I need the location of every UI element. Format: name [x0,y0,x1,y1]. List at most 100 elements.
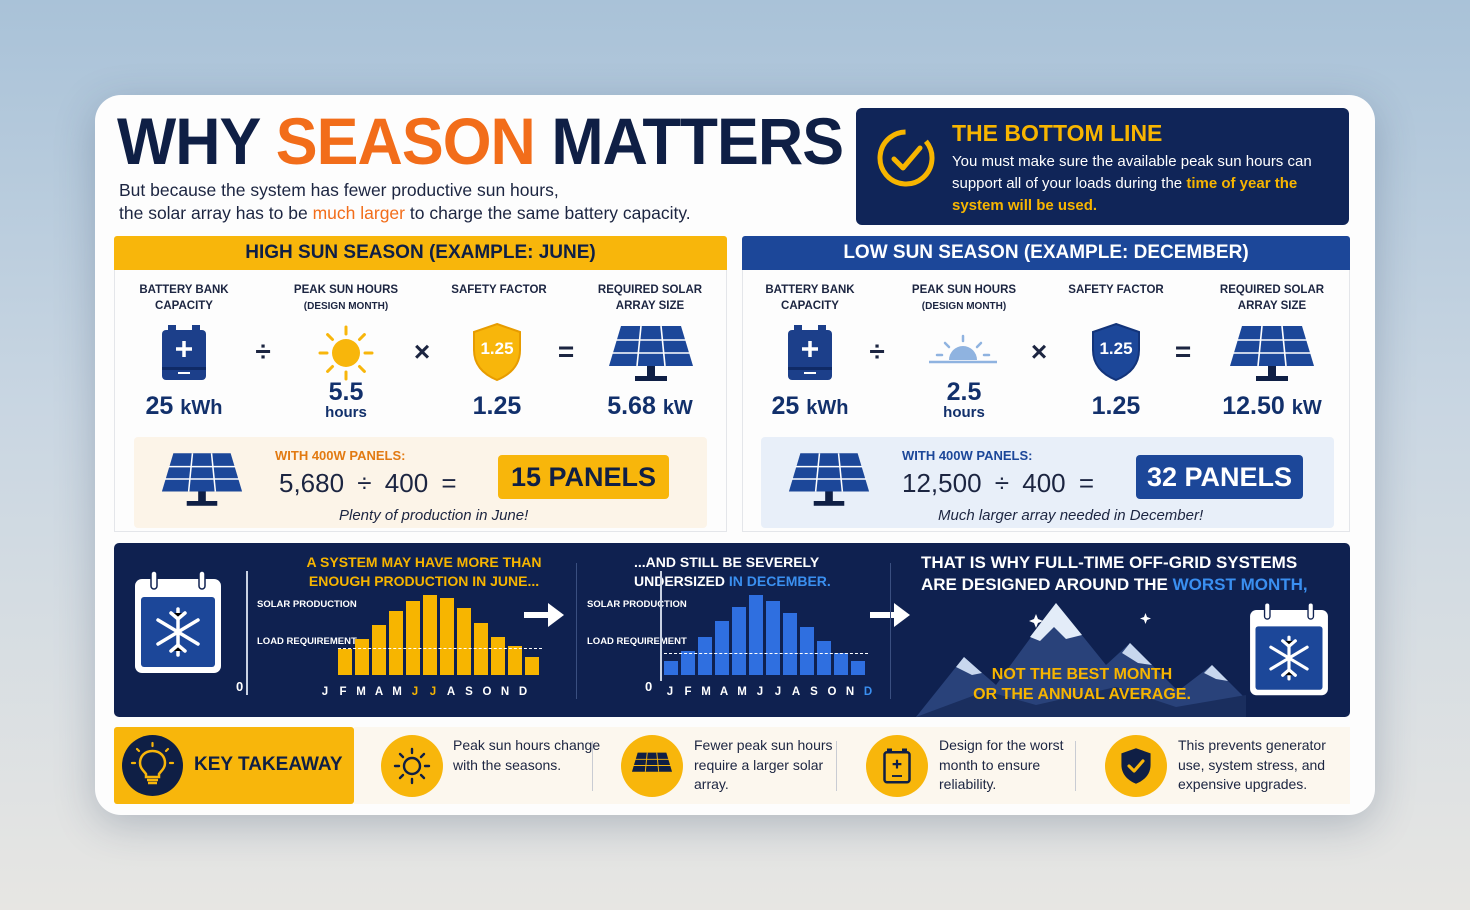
high-season-header: HIGH SUN SEASON (EXAMPLE: JUNE) [114,236,727,270]
chart2-zero: 0 [645,679,653,694]
month-tick-label: M [737,686,747,698]
seasonal-comparison-band: A SYSTEM MAY HAVE MORE THAN ENOUGH PRODU… [114,543,1350,717]
mountain-line1: NOT THE BEST MONTH [991,666,1173,683]
month-tick-label: J [756,686,764,698]
chart-bar [440,598,454,675]
tip-text-1: Peak sun hours change with the seasons. [453,737,601,773]
month-tick-label: M [392,686,402,698]
high-season-body: BATTERY BANK CAPACITY PEAK SUN HOURS (DE… [114,270,727,532]
title-highlight: SEASON [275,104,536,178]
band-mid-line2-highlight: IN DECEMBER. [728,573,831,589]
calendar-snowflake-icon [135,570,221,673]
title-part2: MATTERS [551,104,844,178]
december-production-chart [664,595,868,675]
chart-bar [474,623,488,675]
low-sun-icon [929,334,997,364]
battery-value-unit: kWh [180,397,223,419]
chart-bar [800,627,814,675]
multiply-operator: × [1030,336,1048,367]
band-mid-line1: ...AND STILL BE SEVERELY [634,554,820,570]
mountain-line2: OR THE ANNUAL AVERAGE. [973,686,1191,703]
panel-calc-label: WITH 400W PANELS: [902,448,1033,463]
sun-glyph [393,747,431,785]
band-right-line1: THAT IS WHY FULL-TIME OFF-GRID SYSTEMS [921,553,1298,572]
battery-icon [788,325,832,380]
month-tick-label: N [500,686,510,698]
tip-divider [1075,741,1076,791]
load-requirement-label: LOAD REQUIREMENT [587,636,687,647]
june-production-chart [338,595,542,675]
load-requirement-line [664,653,868,654]
chart-bar [766,601,780,675]
shield-check-icon [1105,735,1167,797]
safety-label: SAFETY FACTOR [1068,284,1164,296]
battery-value-unit: kWh [806,397,849,419]
solar-production-label: SOLAR PRODUCTION [587,599,687,610]
load-requirement-label: LOAD REQUIREMENT [257,636,357,647]
chart-bar [355,639,369,675]
psh-value: 5.5 [328,378,364,406]
chart-bar [732,607,746,675]
band-left-line1: A SYSTEM MAY HAVE MORE THAN [306,554,542,570]
arrow-right-icon [524,603,564,627]
month-tick-label: J [666,686,674,698]
tip-text-3: Design for the worst month to ensure rel… [939,737,1064,792]
array-value: 5.68 kW [585,392,715,421]
month-tick-label: N [845,686,855,698]
month-tick-label: A [446,686,456,698]
band-right-line2-pre: ARE DESIGNED AROUND THE [921,575,1168,594]
safety-value: 1.25 [472,392,522,420]
safety-label: SAFETY FACTOR [451,284,547,296]
lightbulb-icon-wrap [122,735,183,796]
solar-panel-icon [161,453,243,506]
tip-divider [592,741,593,791]
check-circle-icon [877,129,935,187]
safety-shield-icon: 1.25 [471,322,523,382]
array-value: 12.50 kW [1207,392,1337,421]
chart1-zero: 0 [236,679,244,694]
battery-value-number: 25 [771,392,800,420]
panel-calc-equation: 12,500 ÷ 400 = [902,468,1095,498]
shield-shape [1092,322,1140,382]
low-season-body: BATTERY BANK CAPACITY PEAK SUN HOURS (DE… [742,270,1350,532]
month-tick-label: J [321,686,329,698]
psh-label-sub: (DESIGN MONTH) [921,301,1007,312]
battery-glyph [883,748,911,784]
chart-bar [817,641,831,675]
arrow-right-icon [870,603,910,627]
band-right-line2-highlight: WORST MONTH, [1172,575,1308,594]
sun-icon [381,735,443,797]
psh-label-text: PEAK SUN HOURS [293,284,399,296]
equals-operator: = [557,336,575,367]
battery-icon [162,325,206,380]
battery-value: 25 kWh [119,392,249,421]
subtitle-line2-highlight: much larger [312,203,405,223]
panel-calc-label: WITH 400W PANELS: [275,448,406,463]
subtitle-line1: But because the system has fewer product… [119,180,559,200]
month-tick-label: S [465,686,473,698]
bottom-line-body-highlight: time of year the system will be used. [952,175,1298,214]
month-tick-label: A [374,686,384,698]
array-value-number: 12.50 [1222,392,1285,420]
month-tick-label: O [482,686,492,698]
month-tick-label: J [411,686,419,698]
chart-bar [834,653,848,675]
subtitle-line2-post: to charge the same battery capacity. [409,203,691,223]
array-label: REQUIRED SOLAR ARRAY SIZE [597,284,703,312]
month-tick-label: M [701,686,711,698]
battery-icon [866,735,928,797]
month-tick-label: F [339,686,347,698]
month-tick-label: D [863,686,873,698]
psh-unit: hours [943,404,985,421]
panels-badge: 15 PANELS [498,455,669,499]
solar-panel-icon [609,325,693,381]
panel-calc-note: Much larger array needed in December! [938,507,1204,524]
chart-bar [783,613,797,675]
calendar-snowflake-icon [1250,602,1328,696]
tip-divider [836,741,837,791]
low-season-header: LOW SUN SEASON (EXAMPLE: DECEMBER) [742,236,1350,270]
band-mid-line2: UNDERSIZED IN DECEMBER. [634,572,831,591]
bottom-line-box: THE BOTTOM LINE You must make sure the a… [856,108,1349,225]
